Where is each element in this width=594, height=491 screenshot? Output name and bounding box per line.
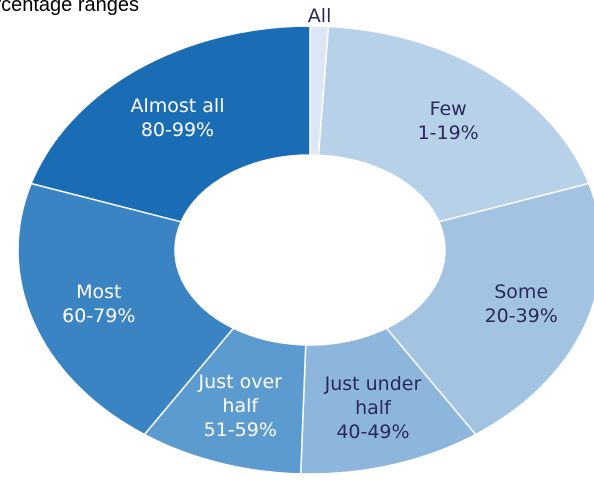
slice-range: 40-49% [336,420,410,443]
slice-label: Almost all 80-99% [102,94,252,142]
slice-name: Just under half [324,372,422,419]
donut-slice [17,182,235,436]
slice-range: 80-99% [140,118,215,141]
donut-slice [30,25,311,223]
slice-name: Some [494,280,549,303]
slice-label: Some 20-39% [446,280,594,328]
donut-slice [385,182,594,436]
slice-name: Just over half [198,371,282,418]
slice-range: 51-59% [203,419,277,442]
donut-slice [299,327,477,475]
slice-name: Almost all [130,94,225,117]
slice-label: Few 1-19% [373,97,523,145]
slice-label: Most 60-79% [24,280,174,328]
chart-title: Percentage ranges [0,0,140,16]
slice-name: All [307,5,332,28]
slice-label: Just under half 40-49% [318,372,428,444]
slice-range: 60-79% [62,304,136,327]
slice-name: Few [429,97,467,120]
slice-range: 20-39% [484,304,558,327]
slice-range: 1-19% [417,121,479,144]
slice-name: Most [76,280,122,303]
slice-label: All [265,4,375,28]
slice-label: Just over half 51-59% [185,370,295,442]
donut-slice [317,25,590,223]
